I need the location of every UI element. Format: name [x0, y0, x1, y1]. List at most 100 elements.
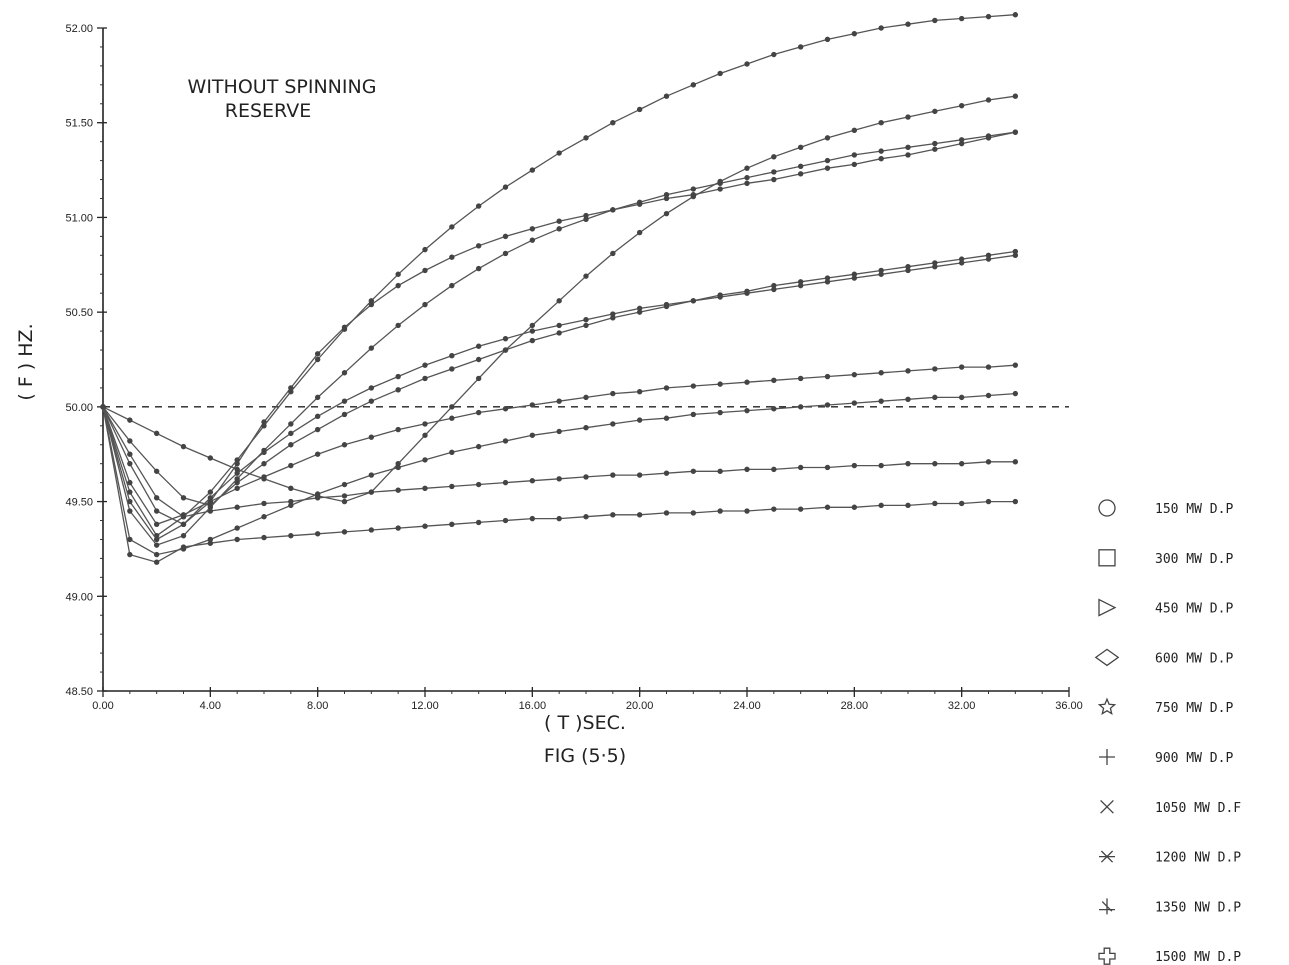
data-point — [529, 237, 536, 243]
data-point — [180, 495, 187, 501]
series-line — [102, 364, 1016, 526]
data-point — [475, 203, 482, 209]
data-point — [583, 424, 589, 431]
data-point — [153, 495, 160, 501]
data-point — [368, 472, 375, 478]
series-line — [102, 250, 1016, 507]
y-axis-label: ( F ) HZ. — [15, 323, 37, 400]
data-point — [636, 417, 643, 423]
data-point — [690, 191, 697, 198]
data-point — [475, 443, 482, 450]
legend-label: 1200 NW D.P — [1155, 851, 1241, 866]
data-point — [502, 438, 509, 444]
data-point — [771, 51, 777, 58]
data-point — [905, 114, 911, 120]
data-point — [341, 326, 348, 332]
data-point — [502, 250, 509, 257]
data-point — [422, 523, 428, 529]
y-tick-label: 50.50 — [65, 307, 93, 319]
y-tick-label: 52.00 — [65, 23, 93, 35]
data-point — [556, 330, 562, 336]
data-point — [502, 479, 509, 486]
data-point — [690, 468, 697, 474]
data-point — [824, 135, 831, 141]
data-point — [395, 271, 401, 277]
data-point — [744, 466, 750, 473]
data-point — [824, 165, 831, 171]
data-point — [341, 442, 348, 448]
data-point — [449, 449, 455, 456]
data-point — [288, 389, 294, 395]
legend-marker-diamond-icon — [1094, 648, 1120, 667]
data-point — [851, 127, 858, 133]
data-point — [610, 250, 616, 257]
data-point — [824, 36, 831, 43]
data-point — [958, 500, 965, 507]
data-point — [449, 254, 455, 260]
data-point — [610, 421, 616, 427]
legend-marker-star-icon — [1097, 697, 1117, 716]
data-point — [583, 317, 589, 323]
data-point — [583, 394, 589, 401]
data-point — [314, 426, 321, 433]
data-point — [610, 120, 616, 126]
data-point — [824, 373, 831, 380]
data-point — [771, 169, 777, 175]
data-point — [771, 466, 777, 473]
data-point — [905, 502, 911, 509]
data-point — [583, 322, 589, 329]
data-point — [100, 404, 106, 410]
data-point — [288, 502, 294, 509]
legend-label: 300 MW D.P — [1155, 552, 1233, 567]
data-point — [395, 387, 401, 393]
data-point — [1012, 362, 1019, 368]
data-point — [1012, 252, 1019, 259]
data-point — [341, 481, 348, 488]
data-point — [985, 13, 992, 20]
data-point — [824, 402, 831, 408]
y-tick-label: 51.00 — [65, 212, 93, 224]
data-point — [422, 375, 428, 382]
data-point — [395, 282, 401, 289]
data-point — [851, 152, 858, 158]
data-point — [771, 154, 777, 160]
legend-label: 750 MW D.P — [1155, 701, 1233, 716]
series-line — [102, 406, 1016, 518]
data-point — [288, 421, 294, 427]
data-point — [583, 135, 589, 141]
data-point — [985, 392, 992, 399]
data-point — [878, 148, 884, 154]
data-point — [127, 451, 133, 457]
data-point — [797, 282, 804, 289]
data-point — [583, 514, 589, 520]
data-point — [878, 120, 884, 126]
data-point — [127, 460, 133, 467]
data-point — [449, 282, 455, 289]
data-point — [905, 152, 911, 158]
y-tick-label: 48.50 — [65, 686, 93, 698]
data-point — [341, 411, 348, 418]
data-point — [314, 351, 321, 357]
data-point — [234, 476, 240, 482]
legend-label: 600 MW D.P — [1155, 651, 1233, 666]
data-point — [368, 489, 375, 495]
data-point — [314, 491, 321, 497]
data-point — [824, 279, 831, 285]
data-point — [717, 294, 723, 300]
data-point — [663, 385, 670, 391]
data-point — [797, 163, 804, 169]
data-point — [851, 161, 858, 168]
legend-label: 900 MW D.P — [1155, 751, 1233, 766]
data-point — [717, 180, 723, 187]
data-point — [1012, 93, 1019, 99]
data-point — [288, 462, 294, 469]
data-point — [288, 442, 294, 448]
data-point — [878, 398, 884, 404]
data-point — [341, 529, 348, 535]
data-point — [475, 375, 482, 382]
data-point — [771, 286, 777, 293]
x-tick-label: 16.00 — [519, 700, 547, 712]
data-point — [368, 434, 375, 440]
x-axis-label: ( T )SEC. — [544, 712, 626, 734]
